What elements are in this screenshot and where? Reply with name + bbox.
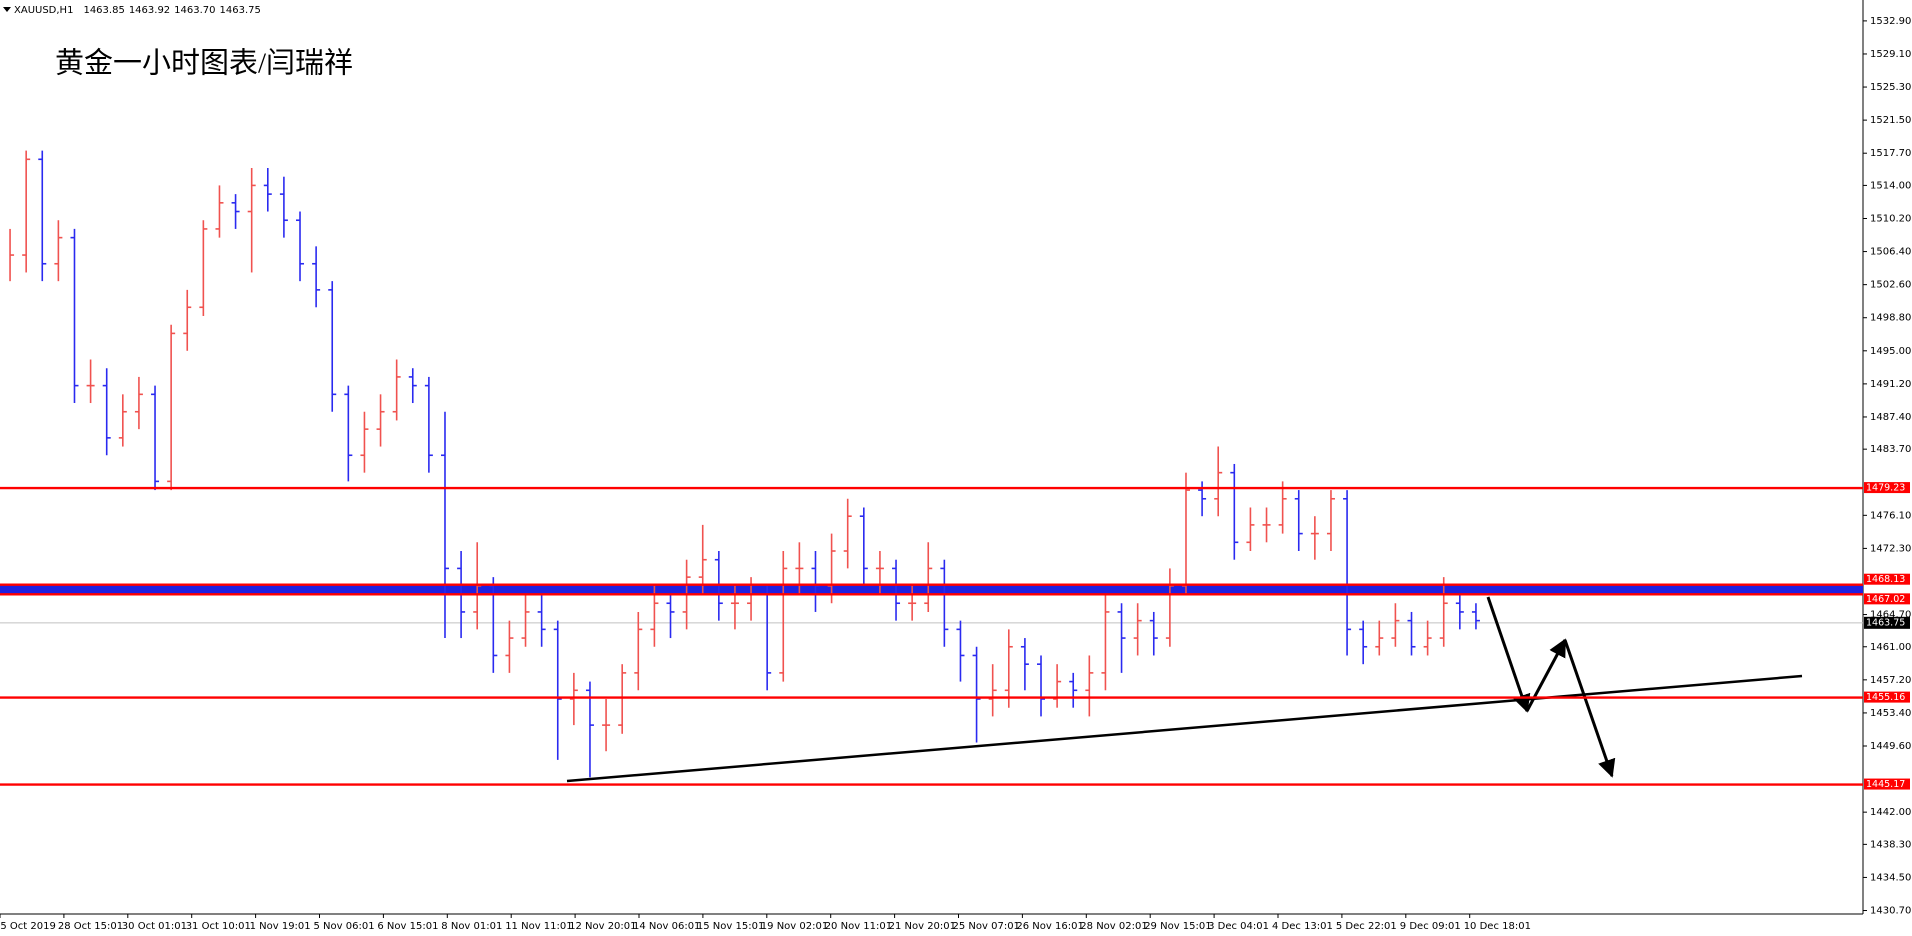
- level-label: 1479.23: [1866, 483, 1905, 494]
- y-tick-label: 1510.20: [1870, 213, 1911, 224]
- x-tick-label: 9 Dec 09:01: [1400, 921, 1461, 932]
- arrow: [1486, 596, 1531, 713]
- x-tick-label: 30 Oct 01:01: [122, 921, 187, 932]
- y-tick-label: 1517.70: [1870, 148, 1911, 159]
- current-label: 1463.75: [1866, 617, 1905, 628]
- y-tick-label: 1514.00: [1870, 180, 1911, 191]
- y-tick-label: 1453.40: [1870, 708, 1911, 719]
- y-tick-label: 1464.70: [1870, 610, 1911, 621]
- x-tick-label: 31 Oct 10:01: [186, 921, 251, 932]
- x-tick-label: 5 Dec 22:01: [1336, 921, 1397, 932]
- x-tick-label: 11 Nov 11:01: [505, 921, 572, 932]
- quote: 1463.85: [83, 5, 124, 16]
- menu-triangle: [3, 7, 11, 12]
- level-label: 1445.17: [1866, 779, 1905, 790]
- y-tick-label: 1476.10: [1870, 510, 1911, 521]
- x-tick-label: 29 Nov 15:01: [1144, 921, 1211, 932]
- y-tick-label: 1472.30: [1870, 543, 1911, 554]
- x-tick-label: 10 Dec 18:01: [1464, 921, 1531, 932]
- x-tick-label: 28 Oct 15:01: [58, 921, 123, 932]
- y-tick-label: 1430.70: [1870, 906, 1911, 917]
- y-tick-label: 1434.50: [1870, 872, 1911, 883]
- x-tick-label: 26 Nov 16:01: [1016, 921, 1083, 932]
- current-label-box: [1864, 616, 1910, 629]
- x-tick-label: 14 Nov 06:01: [633, 921, 700, 932]
- plot: [0, 150, 1863, 778]
- y-tick-label: 1525.30: [1870, 82, 1911, 93]
- x-tick-label: 5 Nov 06:01: [314, 921, 375, 932]
- y-tick-label: 1449.60: [1870, 741, 1911, 752]
- level-label: 1468.13: [1866, 574, 1905, 585]
- x-tick-label: 12 Nov 20:01: [569, 921, 636, 932]
- quote: 1463.75: [220, 5, 261, 16]
- y-tick-label: 1502.60: [1870, 280, 1911, 291]
- y-tick-label: 1483.70: [1870, 444, 1911, 455]
- y-tick-label: 1529.10: [1870, 49, 1911, 60]
- level-label-box: [1864, 593, 1910, 605]
- level-band: [0, 584, 1863, 595]
- y-tick-label: 1491.20: [1870, 379, 1911, 390]
- level-label: 1467.02: [1866, 594, 1905, 605]
- x-tick-label: 6 Nov 15:01: [377, 921, 438, 932]
- y-tick-label: 1457.20: [1870, 675, 1911, 686]
- y-tick-label: 1506.40: [1870, 247, 1911, 258]
- x-tick-label: 20 Nov 11:01: [825, 921, 892, 932]
- x-tick-label: 3 Dec 04:01: [1208, 921, 1269, 932]
- y-tick-label: 1495.00: [1870, 346, 1911, 357]
- arrow: [1563, 639, 1616, 778]
- symbol-header: XAUUSD,H1 1463.85 1463.92 1463.70 1463.75: [14, 5, 261, 16]
- level-label-box: [1864, 573, 1910, 585]
- level-label-box: [1864, 482, 1910, 494]
- y-tick-label: 1487.40: [1870, 412, 1911, 423]
- y-tick-label: 1532.90: [1870, 16, 1911, 27]
- level-label: 1455.16: [1866, 692, 1905, 703]
- quote: 1463.70: [174, 5, 215, 16]
- x-tick-label: 19 Nov 02:01: [761, 921, 828, 932]
- x-tick-label: 28 Nov 02:01: [1080, 921, 1147, 932]
- x-tick-label: 8 Nov 01:01: [441, 921, 502, 932]
- trend-line: [566, 674, 1803, 783]
- x-tick-label: 25 Oct 2019: [0, 921, 56, 932]
- x-tick-label: 21 Nov 20:01: [889, 921, 956, 932]
- x-tick-label: 1 Nov 19:01: [250, 921, 311, 932]
- x-tick-label: 4 Dec 13:01: [1272, 921, 1333, 932]
- arrow: [1525, 638, 1567, 712]
- x-tick-label: 15 Nov 15:01: [697, 921, 764, 932]
- level-label-box: [1864, 691, 1910, 703]
- y-tick-label: 1461.00: [1870, 642, 1911, 653]
- y-tick-label: 1521.50: [1870, 115, 1911, 126]
- chart-title: 黄金一小时图表/闫瑞祥: [55, 47, 353, 80]
- y-tick-label: 1442.00: [1870, 807, 1911, 818]
- quote: 1463.92: [129, 5, 170, 16]
- x-tick-label: 25 Nov 07:01: [953, 921, 1020, 932]
- level-label-box: [1864, 778, 1910, 790]
- y-tick-label: 1438.30: [1870, 839, 1911, 850]
- y-tick-label: 1498.80: [1870, 313, 1911, 324]
